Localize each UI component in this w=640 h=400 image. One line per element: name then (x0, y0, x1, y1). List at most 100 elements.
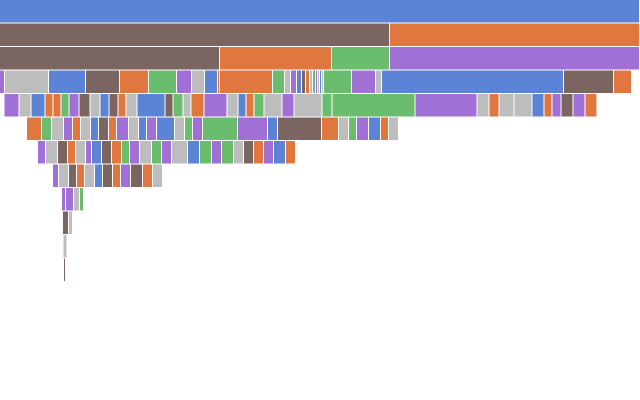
icicle-node[interactable] (390, 47, 639, 70)
icicle-node[interactable] (324, 70, 351, 94)
icicle-node[interactable] (149, 70, 176, 94)
icicle-node[interactable] (152, 141, 162, 164)
icicle-node[interactable] (143, 164, 152, 188)
icicle-node[interactable] (76, 141, 86, 164)
icicle-node[interactable] (126, 94, 137, 117)
icicle-node[interactable] (4, 94, 19, 117)
icicle-node[interactable] (63, 211, 68, 235)
icicle-node[interactable] (146, 117, 156, 141)
icicle-node[interactable] (58, 141, 68, 164)
icicle-node[interactable] (274, 141, 286, 164)
icicle-node[interactable] (202, 117, 237, 141)
icicle-node[interactable] (489, 94, 499, 117)
icicle-node[interactable] (65, 188, 73, 211)
icicle-node[interactable] (254, 94, 264, 117)
icicle-node[interactable] (0, 0, 639, 23)
icicle-node[interactable] (322, 70, 323, 94)
icicle-node[interactable] (564, 70, 613, 94)
icicle-node[interactable] (109, 94, 118, 117)
icicle-node[interactable] (205, 70, 217, 94)
icicle-node[interactable] (63, 117, 72, 141)
icicle-node[interactable] (137, 94, 165, 117)
icicle-node[interactable] (69, 164, 76, 188)
icicle-node[interactable] (118, 94, 126, 117)
icicle-node[interactable] (273, 70, 284, 94)
icicle-node[interactable] (120, 70, 148, 94)
icicle-node[interactable] (69, 211, 72, 235)
icicle-node[interactable] (191, 94, 204, 117)
icicle-node[interactable] (321, 117, 338, 141)
icicle-node[interactable] (285, 70, 290, 94)
icicle-node[interactable] (297, 70, 301, 94)
icicle-node[interactable] (140, 141, 152, 164)
icicle-node[interactable] (246, 94, 254, 117)
icicle-node[interactable] (68, 141, 76, 164)
icicle-node[interactable] (220, 47, 331, 70)
icicle-node[interactable] (514, 94, 532, 117)
icicle-node[interactable] (156, 117, 174, 141)
icicle-node[interactable] (86, 141, 92, 164)
icicle-node[interactable] (153, 164, 162, 188)
icicle-node[interactable] (59, 164, 68, 188)
icicle-node[interactable] (61, 94, 69, 117)
icicle-node[interactable] (45, 94, 53, 117)
icicle-node[interactable] (220, 70, 272, 94)
icicle-node[interactable] (320, 70, 321, 94)
icicle-node[interactable] (212, 141, 222, 164)
icicle-node[interactable] (131, 164, 142, 188)
icicle-node[interactable] (61, 188, 65, 211)
icicle-node[interactable] (177, 70, 191, 94)
icicle-node[interactable] (322, 94, 332, 117)
icicle-node[interactable] (38, 141, 46, 164)
icicle-node[interactable] (552, 94, 561, 117)
icicle-node[interactable] (192, 70, 204, 94)
icicle-node[interactable] (415, 94, 477, 117)
icicle-node[interactable] (0, 23, 389, 47)
icicle-node[interactable] (244, 141, 254, 164)
icicle-node[interactable] (237, 117, 267, 141)
icicle-node[interactable] (49, 70, 85, 94)
icicle-node[interactable] (573, 94, 585, 117)
icicle-node[interactable] (390, 23, 639, 47)
icicle-node[interactable] (227, 94, 238, 117)
icicle-node[interactable] (174, 117, 184, 141)
icicle-node[interactable] (72, 117, 80, 141)
icicle-node[interactable] (294, 94, 322, 117)
icicle-node[interactable] (90, 117, 98, 141)
icicle-node[interactable] (5, 70, 48, 94)
icicle-node[interactable] (585, 94, 597, 117)
icicle-node[interactable] (183, 94, 191, 117)
icicle-node[interactable] (204, 94, 227, 117)
icicle-node[interactable] (192, 117, 202, 141)
icicle-node[interactable] (499, 94, 514, 117)
icicle-node[interactable] (53, 164, 58, 188)
icicle-node[interactable] (165, 94, 173, 117)
icicle-node[interactable] (218, 70, 219, 94)
icicle-node[interactable] (532, 94, 544, 117)
icicle-node[interactable] (130, 141, 140, 164)
icicle-node[interactable] (200, 141, 212, 164)
icicle-node[interactable] (92, 141, 102, 164)
icicle-node[interactable] (0, 70, 4, 94)
icicle-node[interactable] (310, 70, 312, 94)
icicle-node[interactable] (19, 94, 31, 117)
icicle-node[interactable] (80, 117, 90, 141)
icicle-node[interactable] (238, 94, 246, 117)
icicle-node[interactable] (79, 188, 83, 211)
icicle-node[interactable] (277, 117, 321, 141)
icicle-node[interactable] (614, 70, 631, 94)
icicle-node[interactable] (102, 141, 112, 164)
icicle-node[interactable] (95, 164, 102, 188)
icicle-node[interactable] (338, 117, 348, 141)
icicle-node[interactable] (46, 141, 58, 164)
icicle-node[interactable] (332, 47, 389, 70)
icicle-node[interactable] (172, 141, 188, 164)
icicle-node[interactable] (53, 94, 61, 117)
icicle-node[interactable] (561, 94, 573, 117)
icicle-node[interactable] (332, 94, 415, 117)
icicle-node[interactable] (63, 258, 65, 282)
icicle-node[interactable] (98, 117, 108, 141)
icicle-node[interactable] (63, 235, 67, 258)
icicle-node[interactable] (41, 117, 51, 141)
icicle-node[interactable] (318, 70, 319, 94)
